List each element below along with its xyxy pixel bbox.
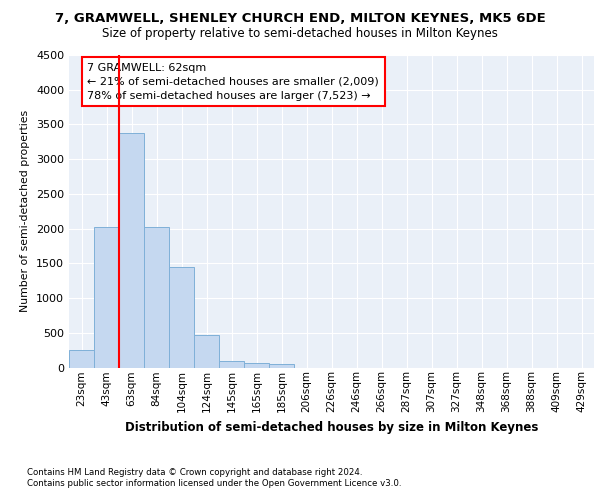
Text: 7, GRAMWELL, SHENLEY CHURCH END, MILTON KEYNES, MK5 6DE: 7, GRAMWELL, SHENLEY CHURCH END, MILTON … [55,12,545,24]
Bar [144,227,169,368]
Bar [219,360,244,368]
Bar [169,267,194,368]
Text: Size of property relative to semi-detached houses in Milton Keynes: Size of property relative to semi-detach… [102,28,498,40]
Bar [194,335,219,368]
Bar [119,134,144,368]
X-axis label: Distribution of semi-detached houses by size in Milton Keynes: Distribution of semi-detached houses by … [125,420,538,434]
Bar [94,227,119,368]
Y-axis label: Number of semi-detached properties: Number of semi-detached properties [20,110,31,312]
Bar [69,350,94,368]
Bar [269,364,294,368]
Text: Contains HM Land Registry data © Crown copyright and database right 2024.
Contai: Contains HM Land Registry data © Crown c… [27,468,401,487]
Bar [244,364,269,368]
Text: 7 GRAMWELL: 62sqm
← 21% of semi-detached houses are smaller (2,009)
78% of semi-: 7 GRAMWELL: 62sqm ← 21% of semi-detached… [88,63,379,101]
